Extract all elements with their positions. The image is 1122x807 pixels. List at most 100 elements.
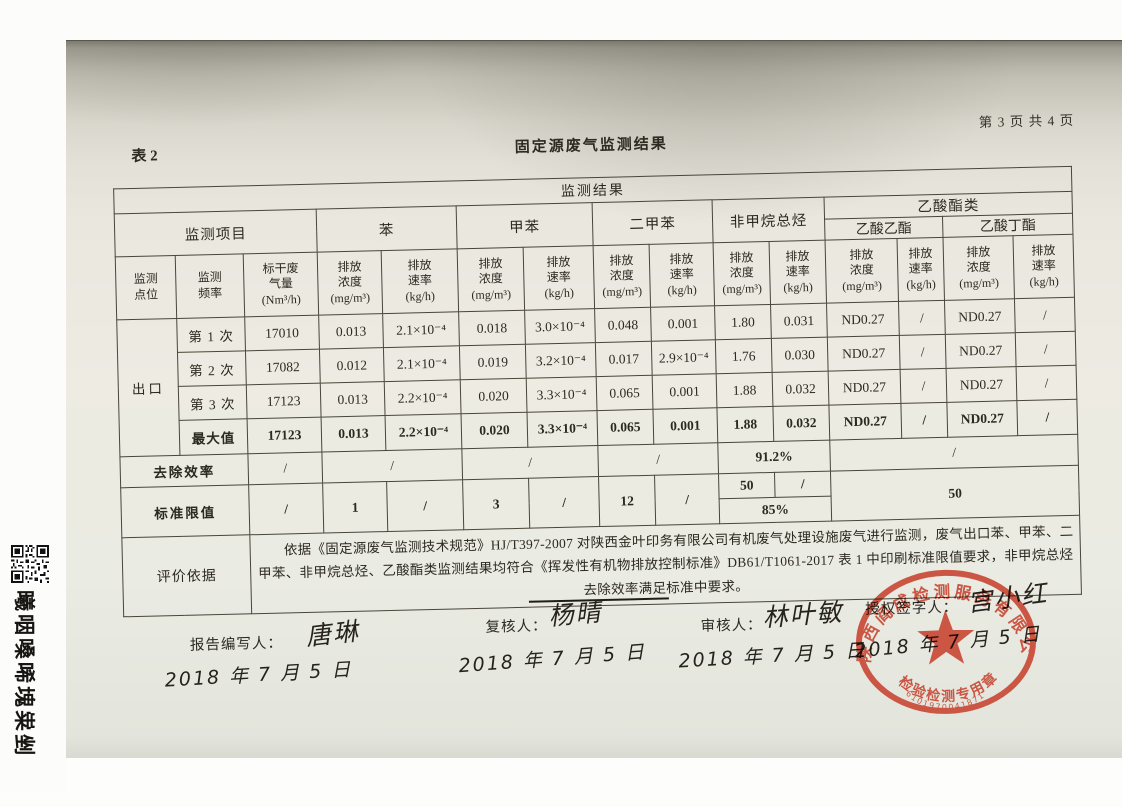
row-label: 第 2 次 (177, 350, 247, 387)
header-ethyl-acetate: 乙酸乙酯 (824, 216, 943, 241)
removal-efficiency-label: 去除效率 (119, 453, 249, 488)
col-header-rate: 排放 速率 (kg/h) (1012, 234, 1075, 299)
data-cell: 0.048 (594, 307, 652, 343)
data-cell: 0.020 (460, 378, 528, 414)
data-cell: / (898, 300, 946, 336)
data-cell: 1.80 (714, 304, 772, 340)
data-cell: 0.065 (596, 375, 653, 411)
col-header-frequency: 监测 频率 (175, 253, 245, 319)
table-title: 固定源废气监测结果 (514, 136, 668, 156)
col-header-rate: 排放 速率 (kg/h) (649, 242, 715, 308)
data-cell: 2.1×10⁻⁴ (383, 345, 461, 382)
row-label-max: 最大值 (179, 418, 248, 456)
col-header-flow: 标干废 气量 (Nm³/h) (243, 252, 319, 317)
header-nmhc: 非甲烷总烃 (712, 197, 826, 243)
col-header-rate: 排放 速率 (kg/h) (769, 240, 827, 305)
data-cell: 1.76 (715, 338, 773, 374)
limit-benzene-conc: 1 (322, 481, 388, 534)
official-seal: 陕西阎成检测服务有限公司 检验检测专用章 6101970041871 (849, 566, 1038, 714)
data-cell: 0.013 (320, 381, 386, 418)
header-toluene: 甲苯 (456, 202, 594, 249)
data-cell: 0.018 (458, 310, 526, 346)
qr-code (11, 545, 49, 583)
margin-vertical-text: 曦咽嗓唏塊粜剉 (12, 590, 36, 758)
col-header-rate: 排放 速率 (kg/h) (897, 237, 945, 302)
data-cell: ND0.27 (945, 332, 1017, 369)
data-cell: 0.013 (318, 313, 384, 350)
data-cell: 0.001 (652, 407, 718, 445)
data-cell: ND0.27 (827, 335, 901, 372)
header-xylene: 二甲苯 (592, 199, 714, 246)
limit-xylene-rate: / (654, 473, 720, 526)
outlet-label: 出口 (116, 318, 180, 457)
reviewer-date: 2018 年 7 月 5 日 (457, 641, 647, 678)
data-cell: / (899, 334, 947, 370)
col-header-concentration: 排放 浓度 (mg/m³) (317, 250, 383, 316)
data-cell: 0.001 (650, 305, 716, 342)
auditor-label: 审核人： (700, 617, 763, 635)
limit-nmhc-rate: / (774, 471, 832, 498)
removal-benzene: / (321, 448, 463, 484)
limit-toluene-conc: 3 (462, 478, 530, 530)
data-cell: 0.001 (652, 373, 717, 410)
data-cell: 0.030 (771, 337, 829, 373)
limit-nmhc-conc: 50 (718, 472, 776, 499)
seal-ring (856, 569, 1037, 714)
data-cell: 3.3×10⁻⁴ (527, 410, 598, 448)
data-cell: / (1015, 331, 1077, 367)
data-cell: 0.013 (321, 415, 386, 453)
data-cell: 0.020 (461, 412, 528, 449)
scanner-background-left (0, 0, 66, 793)
data-cell: / (1016, 365, 1078, 401)
header-item: 监测项目 (114, 209, 318, 257)
data-cell: 17123 (246, 383, 322, 419)
col-header-concentration: 排放 浓度 (mg/m³) (942, 235, 1015, 301)
scanner-background-top (0, 0, 1122, 40)
report-writer-date: 2018 年 7 月 5 日 (164, 658, 353, 692)
data-cell: ND0.27 (828, 369, 901, 406)
data-cell: 2.2×10⁻⁴ (385, 413, 462, 451)
removal-toluene: / (461, 445, 599, 480)
seal-star (917, 609, 975, 665)
data-cell: 0.031 (770, 303, 828, 339)
data-cell: 0.032 (772, 371, 829, 407)
data-cell: / (1016, 399, 1078, 436)
data-cell: 3.0×10⁻⁴ (524, 308, 596, 345)
removal-flow: / (247, 452, 323, 485)
scanner-background-bottom (0, 758, 1122, 793)
evaluation-basis-label: 评价依据 (121, 534, 252, 617)
data-cell: / (900, 402, 948, 439)
data-cell: 0.012 (319, 347, 385, 384)
removal-nmhc: 91.2% (717, 440, 831, 474)
report-writer-label: 报告编写人： (189, 635, 284, 654)
limit-flow: / (248, 483, 324, 535)
col-header-point: 监测 点位 (115, 255, 177, 320)
data-cell: 0.019 (459, 344, 527, 380)
report-writer-signature: 唐琳 (304, 616, 362, 652)
monitoring-results-table: 监测结果 监测项目 苯 甲苯 二甲苯 非甲烷总烃 乙酸酯类 乙酸乙酯 乙酸丁酯 … (113, 166, 1082, 617)
data-cell: 2.9×10⁻⁴ (651, 339, 717, 376)
data-cell: / (900, 368, 947, 404)
data-cell: 3.3×10⁻⁴ (526, 376, 597, 413)
col-header-concentration: 排放 浓度 (mg/m³) (825, 238, 899, 304)
limit-toluene-rate: / (528, 476, 600, 529)
data-cell: ND0.27 (946, 400, 1018, 438)
standard-limit-label: 标准限值 (120, 484, 250, 538)
auditor-date: 2018 年 7 月 5 日 (677, 639, 867, 673)
data-cell: ND0.27 (944, 298, 1016, 335)
limit-xylene-conc: 12 (598, 475, 656, 527)
data-cell: 0.017 (595, 341, 653, 377)
data-cell: 0.065 (596, 409, 654, 446)
reviewer-label: 复核人： (485, 618, 548, 636)
data-cell: 2.1×10⁻⁴ (382, 311, 460, 348)
data-cell: 3.2×10⁻⁴ (525, 342, 597, 379)
col-header-rate: 排放 速率 (kg/h) (381, 248, 459, 314)
removal-xylene: / (597, 442, 719, 477)
col-header-concentration: 排放 浓度 (mg/m³) (593, 244, 651, 309)
data-cell: 17123 (247, 417, 322, 454)
data-cell: 17082 (245, 349, 321, 385)
data-cell: 17010 (244, 315, 320, 351)
data-cell: 0.032 (772, 405, 830, 442)
row-label: 第 3 次 (178, 384, 248, 421)
